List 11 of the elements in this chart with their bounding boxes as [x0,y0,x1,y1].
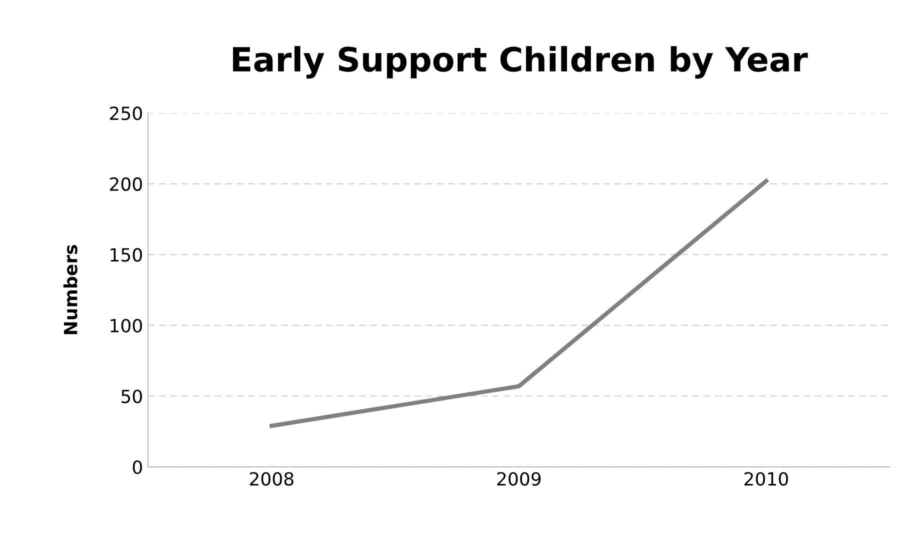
y-tick-label: 250 [110,106,142,120]
y-tick-label: 200 [110,177,142,191]
y-axis-title: Numbers [63,245,78,334]
y-tick-label: 150 [110,248,142,262]
chart-title: Early Support Children by Year [233,46,808,79]
y-tick-label: 100 [110,318,142,332]
y-tick-label: 50 [122,390,142,404]
x-tick-label: 2009 [497,472,541,486]
y-tick-label: 0 [132,460,142,474]
x-tick-label: 2008 [250,472,294,486]
x-tick-label: 2010 [744,472,788,486]
